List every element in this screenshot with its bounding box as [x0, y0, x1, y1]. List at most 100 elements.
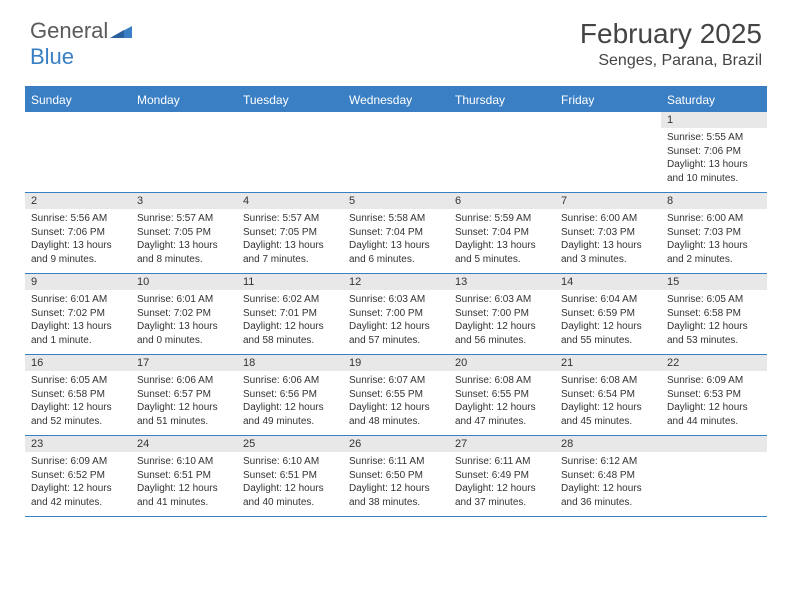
empty-day-cell: [449, 112, 555, 192]
day-content: Sunrise: 6:06 AMSunset: 6:57 PMDaylight:…: [131, 371, 237, 434]
day-content: Sunrise: 6:01 AMSunset: 7:02 PMDaylight:…: [131, 290, 237, 353]
day-number: 26: [343, 436, 449, 452]
sunrise-text: Sunrise: 6:08 AM: [455, 374, 549, 388]
day-cell: 25Sunrise: 6:10 AMSunset: 6:51 PMDayligh…: [237, 436, 343, 516]
sunset-text: Sunset: 6:51 PM: [137, 469, 231, 483]
week-row: 2Sunrise: 5:56 AMSunset: 7:06 PMDaylight…: [25, 193, 767, 274]
daylight-text: Daylight: 12 hours and 47 minutes.: [455, 401, 549, 428]
day-header: Wednesday: [343, 88, 449, 112]
daylight-text: Daylight: 13 hours and 8 minutes.: [137, 239, 231, 266]
day-content: Sunrise: 6:11 AMSunset: 6:49 PMDaylight:…: [449, 452, 555, 515]
day-number: 4: [237, 193, 343, 209]
sunset-text: Sunset: 6:56 PM: [243, 388, 337, 402]
day-content: Sunrise: 6:03 AMSunset: 7:00 PMDaylight:…: [343, 290, 449, 353]
location-text: Senges, Parana, Brazil: [580, 52, 762, 70]
sunset-text: Sunset: 6:49 PM: [455, 469, 549, 483]
sunrise-text: Sunrise: 6:08 AM: [561, 374, 655, 388]
daylight-text: Daylight: 13 hours and 5 minutes.: [455, 239, 549, 266]
day-cell: 7Sunrise: 6:00 AMSunset: 7:03 PMDaylight…: [555, 193, 661, 273]
logo-triangle-icon: [110, 25, 132, 42]
day-content: Sunrise: 5:57 AMSunset: 7:05 PMDaylight:…: [237, 209, 343, 272]
empty-day-cell: [555, 112, 661, 192]
day-content: Sunrise: 6:09 AMSunset: 6:53 PMDaylight:…: [661, 371, 767, 434]
day-content: Sunrise: 6:00 AMSunset: 7:03 PMDaylight:…: [661, 209, 767, 272]
day-number: 20: [449, 355, 555, 371]
daylight-text: Daylight: 12 hours and 51 minutes.: [137, 401, 231, 428]
day-header-row: SundayMondayTuesdayWednesdayThursdayFrid…: [25, 88, 767, 112]
daylight-text: Daylight: 12 hours and 40 minutes.: [243, 482, 337, 509]
day-cell: 17Sunrise: 6:06 AMSunset: 6:57 PMDayligh…: [131, 355, 237, 435]
daylight-text: Daylight: 12 hours and 49 minutes.: [243, 401, 337, 428]
daylight-text: Daylight: 12 hours and 57 minutes.: [349, 320, 443, 347]
day-number: 2: [25, 193, 131, 209]
daylight-text: Daylight: 12 hours and 44 minutes.: [667, 401, 761, 428]
sunset-text: Sunset: 7:04 PM: [455, 226, 549, 240]
calendar: SundayMondayTuesdayWednesdayThursdayFrid…: [25, 86, 767, 517]
day-cell: 18Sunrise: 6:06 AMSunset: 6:56 PMDayligh…: [237, 355, 343, 435]
empty-day-cell: [25, 112, 131, 192]
sunrise-text: Sunrise: 6:03 AM: [455, 293, 549, 307]
day-cell: 1Sunrise: 5:55 AMSunset: 7:06 PMDaylight…: [661, 112, 767, 192]
day-content: Sunrise: 6:08 AMSunset: 6:54 PMDaylight:…: [555, 371, 661, 434]
day-content: Sunrise: 6:04 AMSunset: 6:59 PMDaylight:…: [555, 290, 661, 353]
day-number: 6: [449, 193, 555, 209]
day-content: Sunrise: 6:03 AMSunset: 7:00 PMDaylight:…: [449, 290, 555, 353]
day-number: 11: [237, 274, 343, 290]
sunrise-text: Sunrise: 6:01 AM: [137, 293, 231, 307]
sunset-text: Sunset: 6:54 PM: [561, 388, 655, 402]
sunrise-text: Sunrise: 6:09 AM: [31, 455, 125, 469]
sunrise-text: Sunrise: 5:59 AM: [455, 212, 549, 226]
day-number: 12: [343, 274, 449, 290]
daylight-text: Daylight: 13 hours and 7 minutes.: [243, 239, 337, 266]
sunrise-text: Sunrise: 6:10 AM: [243, 455, 337, 469]
day-number: 9: [25, 274, 131, 290]
daylight-text: Daylight: 13 hours and 3 minutes.: [561, 239, 655, 266]
empty-day-cell: [131, 112, 237, 192]
day-number: 24: [131, 436, 237, 452]
daylight-text: Daylight: 13 hours and 0 minutes.: [137, 320, 231, 347]
day-content: Sunrise: 6:02 AMSunset: 7:01 PMDaylight:…: [237, 290, 343, 353]
sunrise-text: Sunrise: 6:12 AM: [561, 455, 655, 469]
day-content: Sunrise: 6:10 AMSunset: 6:51 PMDaylight:…: [131, 452, 237, 515]
day-content: Sunrise: 5:55 AMSunset: 7:06 PMDaylight:…: [661, 128, 767, 191]
day-content: Sunrise: 6:06 AMSunset: 6:56 PMDaylight:…: [237, 371, 343, 434]
day-cell: 14Sunrise: 6:04 AMSunset: 6:59 PMDayligh…: [555, 274, 661, 354]
daylight-text: Daylight: 12 hours and 53 minutes.: [667, 320, 761, 347]
week-row: 1Sunrise: 5:55 AMSunset: 7:06 PMDaylight…: [25, 112, 767, 193]
day-number: 10: [131, 274, 237, 290]
day-content: Sunrise: 6:09 AMSunset: 6:52 PMDaylight:…: [25, 452, 131, 515]
day-header: Saturday: [661, 88, 767, 112]
sunset-text: Sunset: 6:55 PM: [455, 388, 549, 402]
sunrise-text: Sunrise: 6:10 AM: [137, 455, 231, 469]
logo: General Blue: [30, 18, 132, 70]
day-number: 23: [25, 436, 131, 452]
sunset-text: Sunset: 6:58 PM: [667, 307, 761, 321]
sunrise-text: Sunrise: 5:56 AM: [31, 212, 125, 226]
sunrise-text: Sunrise: 5:57 AM: [137, 212, 231, 226]
day-content: Sunrise: 6:05 AMSunset: 6:58 PMDaylight:…: [661, 290, 767, 353]
sunrise-text: Sunrise: 6:04 AM: [561, 293, 655, 307]
daylight-text: Daylight: 12 hours and 36 minutes.: [561, 482, 655, 509]
day-content: Sunrise: 5:59 AMSunset: 7:04 PMDaylight:…: [449, 209, 555, 272]
sunset-text: Sunset: 6:52 PM: [31, 469, 125, 483]
sunset-text: Sunset: 7:00 PM: [455, 307, 549, 321]
day-cell: 8Sunrise: 6:00 AMSunset: 7:03 PMDaylight…: [661, 193, 767, 273]
sunrise-text: Sunrise: 5:58 AM: [349, 212, 443, 226]
day-header: Friday: [555, 88, 661, 112]
sunrise-text: Sunrise: 6:11 AM: [455, 455, 549, 469]
week-row: 9Sunrise: 6:01 AMSunset: 7:02 PMDaylight…: [25, 274, 767, 355]
day-number: 21: [555, 355, 661, 371]
sunset-text: Sunset: 6:57 PM: [137, 388, 231, 402]
sunrise-text: Sunrise: 5:57 AM: [243, 212, 337, 226]
daylight-text: Daylight: 12 hours and 41 minutes.: [137, 482, 231, 509]
day-cell: 10Sunrise: 6:01 AMSunset: 7:02 PMDayligh…: [131, 274, 237, 354]
sunrise-text: Sunrise: 5:55 AM: [667, 131, 761, 145]
day-cell: 24Sunrise: 6:10 AMSunset: 6:51 PMDayligh…: [131, 436, 237, 516]
day-number: 17: [131, 355, 237, 371]
sunset-text: Sunset: 7:02 PM: [137, 307, 231, 321]
daylight-text: Daylight: 12 hours and 56 minutes.: [455, 320, 549, 347]
empty-day-cell: [343, 112, 449, 192]
weeks-container: 1Sunrise: 5:55 AMSunset: 7:06 PMDaylight…: [25, 112, 767, 517]
day-cell: 26Sunrise: 6:11 AMSunset: 6:50 PMDayligh…: [343, 436, 449, 516]
day-content: Sunrise: 5:57 AMSunset: 7:05 PMDaylight:…: [131, 209, 237, 272]
